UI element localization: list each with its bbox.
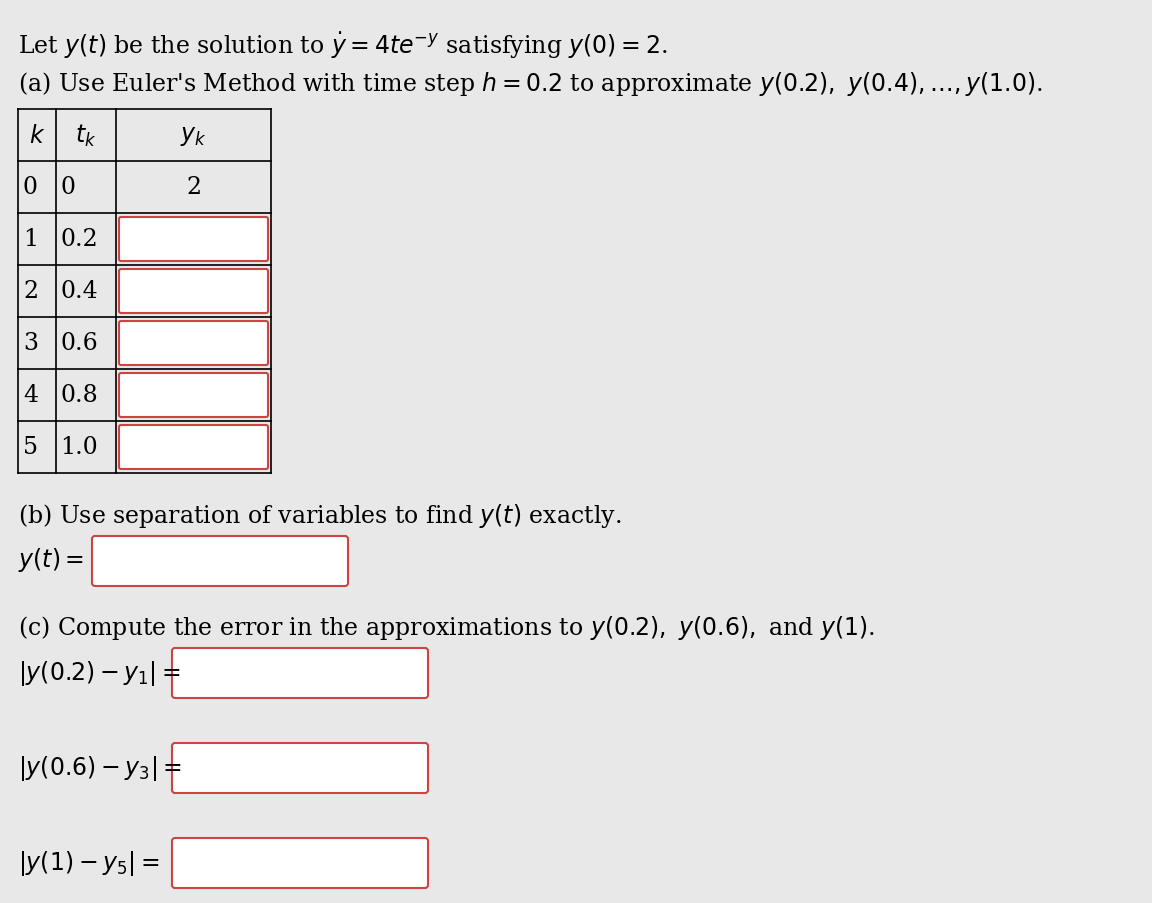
Text: (c) Compute the error in the approximations to $y(0.2),\ y(0.6),$ and $y(1)$.: (c) Compute the error in the approximati… (18, 613, 874, 641)
FancyBboxPatch shape (119, 270, 268, 313)
Text: $|y(0.2) - y_1| =$: $|y(0.2) - y_1| =$ (18, 659, 181, 688)
Text: 0: 0 (23, 176, 38, 200)
Text: 5: 5 (23, 436, 38, 459)
Text: 3: 3 (23, 332, 38, 355)
FancyBboxPatch shape (119, 425, 268, 470)
Text: (b) Use separation of variables to find $y(t)$ exactly.: (b) Use separation of variables to find … (18, 501, 621, 529)
Text: $|y(1) - y_5| =$: $|y(1) - y_5| =$ (18, 849, 159, 878)
Text: 1: 1 (23, 228, 38, 251)
Text: $y(t) =$: $y(t) =$ (18, 545, 84, 573)
Text: 0.2: 0.2 (60, 228, 98, 251)
Text: $y_k$: $y_k$ (180, 124, 207, 148)
Text: Let $y(t)$ be the solution to $\dot{y} = 4te^{-y}$ satisfying $y(0) = 2$.: Let $y(t)$ be the solution to $\dot{y} =… (18, 30, 667, 61)
Text: 2: 2 (23, 280, 38, 303)
FancyBboxPatch shape (92, 536, 348, 586)
FancyBboxPatch shape (172, 648, 429, 698)
Text: $t_k$: $t_k$ (75, 123, 97, 149)
Text: $k$: $k$ (29, 124, 45, 148)
Text: (a) Use Euler's Method with time step $h = 0.2$ to approximate $y(0.2),\ y(0.4),: (a) Use Euler's Method with time step $h… (18, 70, 1043, 98)
Text: 0.8: 0.8 (60, 384, 98, 407)
Text: 0.6: 0.6 (60, 332, 98, 355)
Text: 0.4: 0.4 (60, 280, 98, 303)
FancyBboxPatch shape (172, 838, 429, 888)
Text: 4: 4 (23, 384, 38, 407)
FancyBboxPatch shape (172, 743, 429, 793)
Text: 0: 0 (60, 176, 75, 200)
Text: 1.0: 1.0 (60, 436, 98, 459)
FancyBboxPatch shape (119, 218, 268, 262)
FancyBboxPatch shape (119, 321, 268, 366)
Text: $|y(0.6) - y_3| =$: $|y(0.6) - y_3| =$ (18, 754, 182, 783)
Text: 2: 2 (185, 176, 202, 200)
FancyBboxPatch shape (119, 374, 268, 417)
